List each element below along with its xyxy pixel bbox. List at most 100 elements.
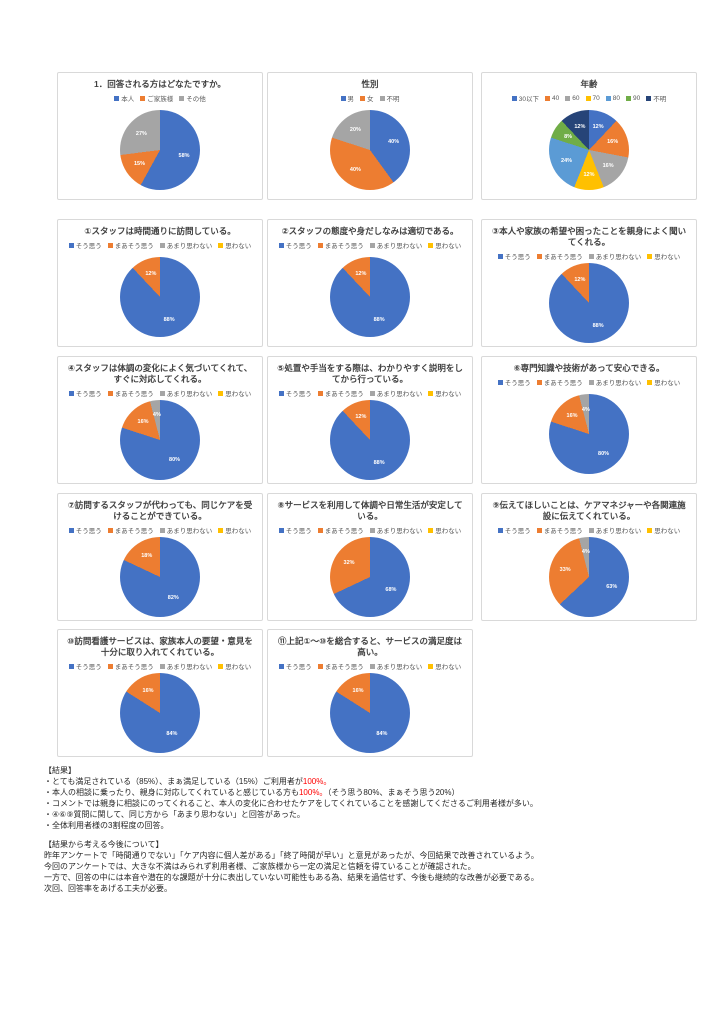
chart-legend: そう思う まあそう思う あまり思わない 思わない: [68, 525, 251, 535]
note-text: ・④⑥⑨質問に関して、同じ方から「あまり思わない」と回答があった。: [44, 809, 305, 819]
legend-swatch-icon: [536, 253, 542, 259]
chart-title: ⑪上記①〜⑩を総合すると、サービスの満足度は高い。: [277, 636, 463, 658]
note-text: 昨年アンケートで「時間通りでない」「ケア内容に個人差がある」「終了時間が早い」と…: [44, 851, 539, 861]
legend-item: あまり思わない: [588, 251, 641, 261]
slice-percent-label: 58%: [178, 153, 190, 160]
slice-percent-label: 16%: [137, 418, 149, 425]
pie-area: 82% 18%: [61, 535, 259, 618]
legend-item: 思わない: [218, 388, 251, 398]
legend-item: まあそう思う: [107, 525, 154, 535]
legend-label: そう思う: [75, 243, 102, 251]
note-line: 今回のアンケートでは、大きな不満はみられず利用者様、ご家族様から一定の満足と信頼…: [44, 862, 692, 873]
slice-percent-label: 4%: [152, 412, 161, 419]
future-lines: 昨年アンケートで「時間通りでない」「ケア内容に個人差がある」「終了時間が早い」と…: [44, 851, 692, 895]
note-text: ・全体利用者様の3割程度の回答。: [44, 820, 169, 830]
legend-swatch-icon: [647, 379, 653, 385]
legend-item: 思わない: [428, 661, 461, 671]
legend-label: 40: [552, 94, 560, 102]
pie: 82% 18%: [120, 536, 200, 617]
legend-label: まあそう思う: [324, 391, 364, 399]
note-text: ・とても満足されている（85%）、まぁ満足している（15%）ご利用者が: [44, 776, 303, 786]
legend-item: まあそう思う: [107, 661, 154, 671]
slice-percent-label: 88%: [373, 459, 385, 466]
chart-legend: そう思う まあそう思う あまり思わない 思わない: [68, 661, 251, 672]
slice-percent-label: 12%: [592, 124, 604, 131]
chart-legend: そう思う まあそう思う あまり思わない 思わない: [278, 388, 462, 399]
pie-chart-card-6: ③本人や家族の希望や困ったことを親身によく聞いてくれる。 そう思う まあそう思う あま…: [481, 219, 697, 347]
legend-swatch-icon: [107, 663, 113, 669]
legend-swatch-icon: [497, 527, 503, 533]
legend-label: 不明: [653, 96, 667, 104]
chart-title: 年齢: [580, 79, 598, 89]
legend-label: あまり思わない: [166, 391, 213, 399]
pie-area: 40% 40% 20%: [271, 103, 469, 197]
legend-item: まあそう思う: [317, 661, 364, 671]
legend-swatch-icon: [369, 390, 375, 396]
note-line: ・とても満足されている（85%）、まぁ満足している（15%）ご利用者が100%。: [44, 777, 692, 788]
legend-item: 思わない: [647, 525, 680, 535]
legend-item: 思わない: [647, 251, 680, 261]
legend-item: あまり思わない: [159, 388, 213, 399]
pie: 12% 16% 16% 12% 24% 8% 12%: [549, 110, 629, 191]
legend-label: 80: [612, 94, 620, 102]
legend-label: 思わない: [435, 391, 462, 399]
legend-swatch-icon: [369, 663, 375, 669]
legend-item: 80: [605, 94, 620, 102]
legend-label: そう思う: [504, 254, 531, 262]
legend-item: 60: [565, 95, 580, 102]
legend-swatch-icon: [218, 390, 224, 396]
legend-item: 70: [585, 94, 600, 102]
legend-label: 70: [592, 94, 600, 102]
slice-percent-label: 16%: [142, 687, 154, 694]
pie: 88% 12%: [120, 257, 200, 338]
legend-swatch-icon: [511, 95, 517, 101]
chart-title: ⑨伝えてほしいことは、ケアマネジャーや各関連施設に伝えてくれている。: [492, 500, 686, 522]
legend-label: あまり思わない: [166, 243, 213, 251]
pie: 88% 12%: [549, 262, 629, 343]
legend-label: 不明: [386, 96, 400, 104]
legend-swatch-icon: [536, 527, 542, 533]
pie-area: 84% 16%: [271, 671, 469, 754]
slice-percent-label: 80%: [169, 456, 181, 463]
legend-swatch-icon: [497, 379, 503, 385]
legend-swatch-icon: [585, 95, 591, 101]
results-heading: 【結果】: [44, 766, 76, 775]
results-lines: ・とても満足されている（85%）、まぁ満足している（15%）ご利用者が100%。…: [44, 777, 692, 832]
note-text: ・本人の相談に乗ったり、親身に対応してくれていると感じている方も: [44, 787, 299, 797]
pie-area: 80% 16% 4%: [485, 387, 693, 481]
legend-label: そう思う: [285, 243, 312, 251]
chart-title: ③本人や家族の希望や困ったことを親身によく聞いてくれる。: [491, 226, 687, 248]
legend-swatch-icon: [159, 242, 165, 248]
note-highlight: 100%。: [298, 787, 328, 797]
chart-title: ⑦訪問するスタッフが代わっても、同じケアを受けることができている。: [67, 500, 253, 522]
slice-percent-label: 33%: [559, 566, 571, 573]
note-line: 次回、回答率をあげる工夫が必要。: [44, 884, 692, 895]
legend-swatch-icon: [218, 242, 224, 248]
legend-swatch-icon: [140, 95, 146, 101]
note-line: 一方で、回答の中には本音や潜在的な課題が十分に表出していない可能性もある為、結果…: [44, 873, 692, 884]
chart-legend: そう思う まあそう思う あまり思わない 思わない: [278, 240, 461, 251]
chart-title: ⑤処置や手当をする際は、わかりやすく説明をしてから行っている。: [277, 363, 463, 385]
legend-label: 思わない: [654, 254, 681, 262]
note-text: 一方で、回答の中には本音や潜在的な課題が十分に表出していない可能性もある為、結果…: [44, 873, 539, 883]
slice-percent-label: 88%: [373, 317, 385, 324]
legend-label: そう思う: [75, 664, 102, 672]
legend-item: あまり思わない: [369, 525, 423, 536]
legend-item: 思わない: [428, 240, 461, 250]
slice-percent-label: 16%: [566, 413, 578, 420]
legend-swatch-icon: [278, 527, 284, 533]
legend-item: そう思う: [278, 388, 312, 398]
slice-percent-label: 24%: [561, 157, 573, 164]
pie-area: 63% 33% 4%: [485, 535, 693, 618]
pie-chart-card-5: ②スタッフの態度や身だしなみは適切である。 そう思う まあそう思う あまり思わない 思わ…: [267, 219, 473, 347]
legend-item: 思わない: [218, 525, 251, 535]
legend-swatch-icon: [428, 527, 434, 533]
legend-label: 思わない: [435, 243, 462, 251]
legend-swatch-icon: [278, 663, 284, 669]
pie-area: 88% 12%: [271, 250, 469, 344]
legend-label: あまり思わない: [376, 528, 423, 536]
legend-swatch-icon: [107, 390, 113, 396]
chart-legend: 本人 ご家族様 その他: [114, 93, 206, 103]
legend-label: そう思う: [504, 380, 531, 388]
note-text: ・コメントでは親身に相談にのってくれること、本人の変化に合わせたケアをしてくれて…: [44, 798, 538, 808]
